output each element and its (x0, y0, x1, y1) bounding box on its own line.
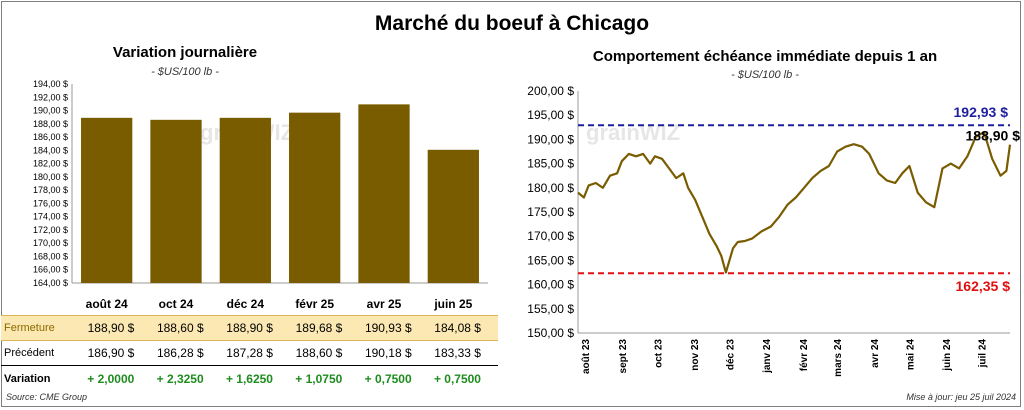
table-cell: 186,90 $ (87, 346, 135, 360)
right-chart-unit: - $US/100 lb - (731, 69, 799, 81)
y-tick-label: 170,00 $ (33, 238, 68, 248)
table-cell: 188,90 $ (226, 321, 273, 335)
left-chart-unit: - $US/100 lb - (151, 66, 219, 78)
max-label: 192,93 $ (954, 104, 1009, 120)
y-tick-label: 178,00 $ (33, 185, 68, 195)
table-cell: 188,60 $ (156, 321, 204, 335)
bar (81, 117, 133, 283)
y-tick-label: 150,00 $ (527, 326, 574, 340)
y-tick-label: 176,00 $ (33, 198, 68, 208)
row-label: Précédent (4, 347, 55, 359)
x-tick-label: oct 24 (159, 297, 194, 311)
y-tick-label: 184,00 $ (33, 145, 68, 155)
line-chart: grainWIZ 150,00 $ 155,00 $ 160,00 $ 165,00 $… (527, 84, 1021, 377)
y-tick-label: 170,00 $ (527, 229, 574, 243)
table-cell: + 2,0000 (87, 372, 135, 386)
table-cell: 187,28 $ (226, 346, 273, 360)
x-tick-label: avr 24 (870, 339, 881, 368)
y-tick-label: 185,00 $ (527, 157, 574, 171)
y-tick-label: 155,00 $ (527, 302, 574, 316)
table-cell: 184,08 $ (434, 321, 481, 335)
x-tick-label: déc 23 (725, 339, 736, 371)
bar (427, 149, 479, 283)
table-cell: + 1,6250 (225, 372, 273, 386)
last-label: 188,90 $ (966, 128, 1021, 144)
y-tick-label: 188,00 $ (33, 119, 68, 129)
x-tick-label: oct 23 (653, 339, 664, 368)
watermark: grainWIZ (586, 120, 680, 145)
y-tick-label: 165,00 $ (527, 253, 574, 267)
y-tick-label: 190,00 $ (33, 106, 68, 116)
y-tick-label: 166,00 $ (33, 265, 68, 275)
y-tick-label: 168,00 $ (33, 251, 68, 261)
y-tick-label: 195,00 $ (527, 108, 574, 122)
x-tick-label: nov 23 (690, 339, 701, 371)
row-label: Fermeture (4, 322, 55, 334)
x-tick-label: févr 24 (799, 339, 810, 372)
y-tick-label: 175,00 $ (527, 205, 574, 219)
table-row: Fermeture 188,90 $ 188,60 $ 188,90 $ 189,68 … (1, 315, 498, 341)
right-chart-title: Comportement échéance immédiate depuis 1… (592, 48, 938, 65)
x-tick-label: sept 23 (618, 339, 629, 374)
bar-chart: grainWIZ164,00 $166,00 $168,00 $170,00 $… (33, 80, 488, 311)
y-tick-label: 200,00 $ (527, 84, 574, 98)
y-tick-label: 160,00 $ (527, 278, 574, 292)
row-label: Variation (4, 373, 51, 385)
left-chart-title: Variation journalière (112, 44, 258, 61)
table-cell: + 1,0750 (295, 372, 343, 386)
x-tick-label: août 23 (581, 339, 592, 374)
min-label: 162,35 $ (956, 278, 1011, 294)
update-note: Mise à jour: jeu 25 juil 2024 (906, 392, 1016, 402)
table-cell: 188,60 $ (295, 346, 343, 360)
x-tick-label: juin 25 (433, 297, 472, 311)
bar (289, 112, 341, 283)
x-tick-label: mai 24 (905, 339, 916, 371)
table-cell: 183,33 $ (434, 346, 481, 360)
table-cell: 186,28 $ (156, 346, 204, 360)
bar (219, 117, 271, 283)
table-cell: 188,90 $ (87, 321, 135, 335)
series-line (577, 130, 1012, 274)
y-tick-label: 192,00 $ (33, 92, 68, 102)
table-cell: 190,18 $ (364, 346, 412, 360)
table-cell: + 2,3250 (156, 372, 204, 386)
x-tick-label: juil 24 (978, 339, 989, 369)
y-tick-label: 190,00 $ (527, 132, 574, 146)
x-tick-label: août 24 (86, 297, 128, 311)
x-tick-label: déc 24 (227, 297, 265, 311)
table-cell: + 0,7500 (364, 372, 412, 386)
table-cell: 190,93 $ (364, 321, 412, 335)
x-tick-label: juin 24 (942, 339, 953, 372)
y-tick-label: 182,00 $ (33, 159, 68, 169)
y-tick-label: 164,00 $ (33, 278, 68, 288)
table-row: Variation + 2,0000 + 2,3250 + 1,6250 + 1,075… (1, 367, 498, 391)
table-row: Précédent 186,90 $ 186,28 $ 187,28 $ 188,60 … (1, 341, 498, 366)
y-tick-label: 174,00 $ (33, 212, 68, 222)
x-tick-label: févr 25 (295, 297, 334, 311)
table-cell: + 0,7500 (433, 372, 481, 386)
source-note: Source: CME Group (6, 392, 88, 402)
y-tick-label: 172,00 $ (33, 225, 68, 235)
y-tick-label: 180,00 $ (33, 172, 68, 182)
y-tick-label: 180,00 $ (527, 181, 574, 195)
bar (358, 104, 410, 283)
y-tick-label: 186,00 $ (33, 132, 68, 142)
page-title: Marché du boeuf à Chicago (374, 12, 650, 35)
x-tick-label: mars 24 (833, 339, 844, 377)
x-tick-label: janv 24 (762, 339, 773, 374)
table-cell: 189,68 $ (295, 321, 343, 335)
y-tick-label: 194,00 $ (33, 80, 68, 89)
x-tick-label: avr 25 (367, 297, 402, 311)
bar (150, 119, 202, 283)
